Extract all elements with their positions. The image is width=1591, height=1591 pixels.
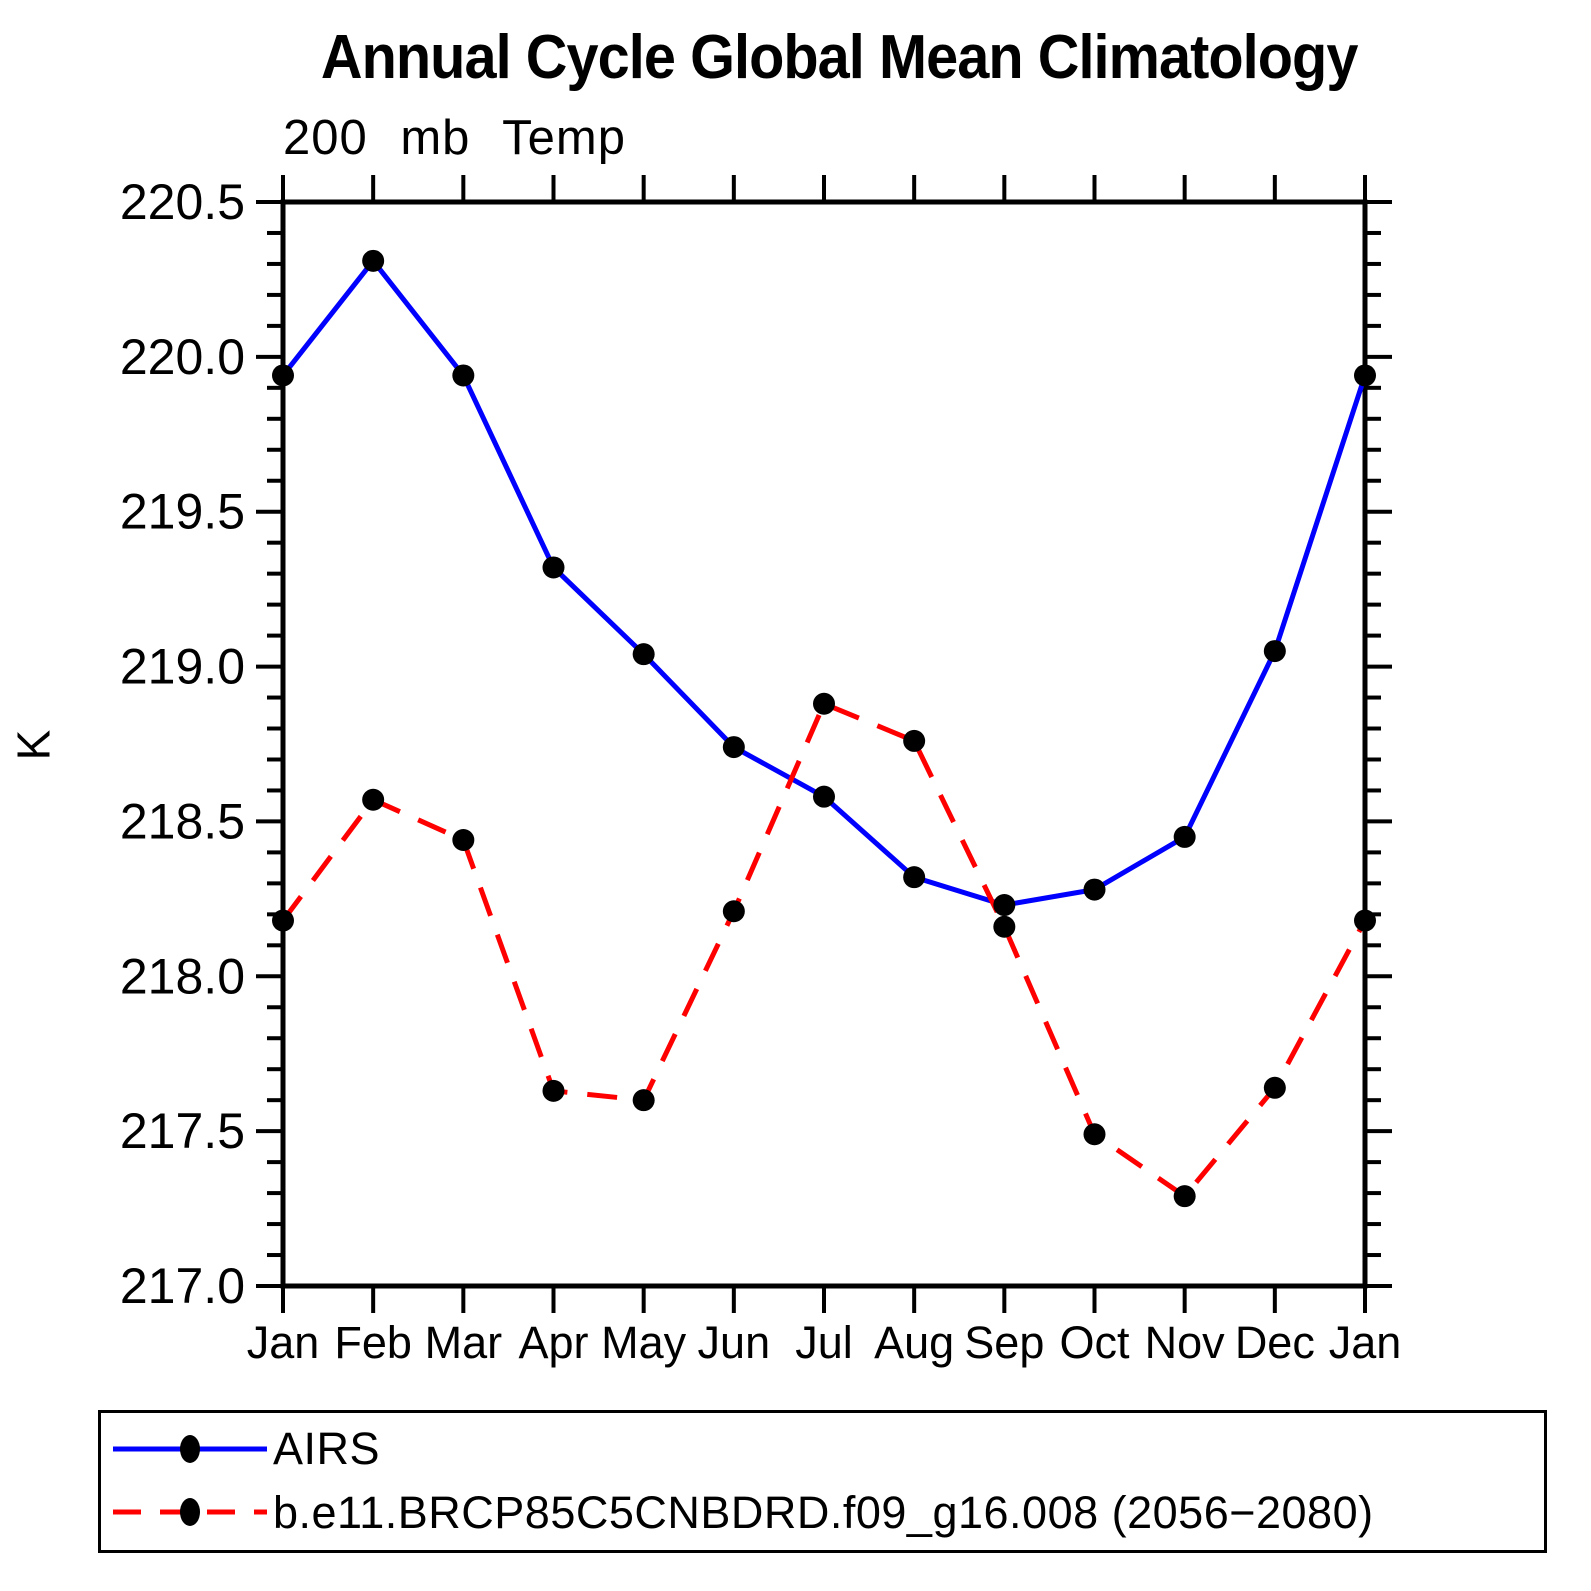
- y-tick-label: 217.5: [120, 1103, 245, 1159]
- data-point-marker: [452, 829, 475, 852]
- x-tick-label: Feb: [334, 1317, 412, 1368]
- data-point-marker: [542, 556, 565, 579]
- x-tick-label: Jan: [247, 1317, 320, 1368]
- data-point-marker: [272, 909, 294, 932]
- data-point-marker: [813, 692, 835, 715]
- y-tick-label: 220.5: [120, 174, 245, 230]
- data-point-marker: [1263, 1076, 1286, 1099]
- data-point-marker: [813, 785, 835, 808]
- y-tick-label: 217.0: [120, 1258, 245, 1314]
- data-point-marker: [903, 729, 926, 752]
- x-tick-label: Mar: [425, 1317, 503, 1368]
- data-point-marker: [722, 736, 745, 759]
- data-point-marker: [1083, 878, 1106, 901]
- data-point-marker: [632, 643, 655, 666]
- legend-marker-icon: [180, 1498, 200, 1527]
- data-point-marker: [362, 249, 385, 272]
- y-tick-label: 220.0: [120, 329, 245, 385]
- data-point-marker: [1354, 364, 1376, 387]
- series-line-model: [280, 700, 1368, 1200]
- data-point-marker: [632, 1089, 655, 1112]
- x-tick-label: Jan: [1329, 1317, 1402, 1368]
- legend-line-sample-airs: [113, 1434, 267, 1463]
- x-tick-label: Dec: [1235, 1317, 1315, 1368]
- data-point-marker: [903, 866, 926, 889]
- series-line-airs: [281, 256, 1368, 908]
- x-tick-label: Apr: [518, 1317, 588, 1368]
- data-point-marker: [362, 788, 385, 811]
- data-point-marker: [993, 894, 1016, 917]
- data-point-marker: [993, 915, 1016, 938]
- legend-label-airs: AIRS: [273, 1423, 381, 1475]
- legend-label-model: b.e11.BRCP85C5CNBDRD.f09_g16.008 (2056−2…: [273, 1486, 1374, 1538]
- data-point-marker: [1354, 909, 1376, 932]
- data-point-marker: [722, 900, 745, 923]
- data-point-marker: [1173, 825, 1196, 848]
- data-point-marker: [1263, 640, 1286, 663]
- x-tick-label: Jul: [795, 1317, 853, 1368]
- y-tick-label: 218.5: [120, 793, 245, 849]
- data-point-marker: [272, 364, 294, 387]
- legend-box: AIRS b.e11.BRCP85C5CNBDRD.f09_g16.008 (2…: [98, 1410, 1547, 1553]
- plot-frame: [280, 199, 1368, 1289]
- x-tick-label: Sep: [964, 1317, 1044, 1368]
- chart-title: Annual Cycle Global Mean Climatology: [320, 23, 1359, 92]
- x-tick-label: Oct: [1059, 1317, 1130, 1368]
- x-tick-label: May: [601, 1317, 687, 1368]
- data-point-marker: [452, 364, 475, 387]
- data-point-marker: [542, 1079, 565, 1102]
- legend-item-model: b.e11.BRCP85C5CNBDRD.f09_g16.008 (2056−2…: [109, 1481, 1544, 1543]
- y-tick-label: 219.5: [120, 484, 245, 540]
- y-tick-label: 218.0: [120, 948, 245, 1004]
- legend-item-airs: AIRS: [109, 1418, 1544, 1480]
- x-tick-label: Jun: [698, 1317, 771, 1368]
- y-tick-label: 219.0: [120, 639, 245, 695]
- legend-line-sample-model: [113, 1498, 267, 1527]
- x-tick-label: Aug: [874, 1317, 954, 1368]
- chart-subtitle: 200 mb Temp: [283, 111, 626, 165]
- x-tick-label: Nov: [1145, 1317, 1226, 1368]
- legend-marker-icon: [180, 1434, 200, 1463]
- data-point-marker: [1173, 1185, 1196, 1208]
- data-point-marker: [1083, 1123, 1106, 1146]
